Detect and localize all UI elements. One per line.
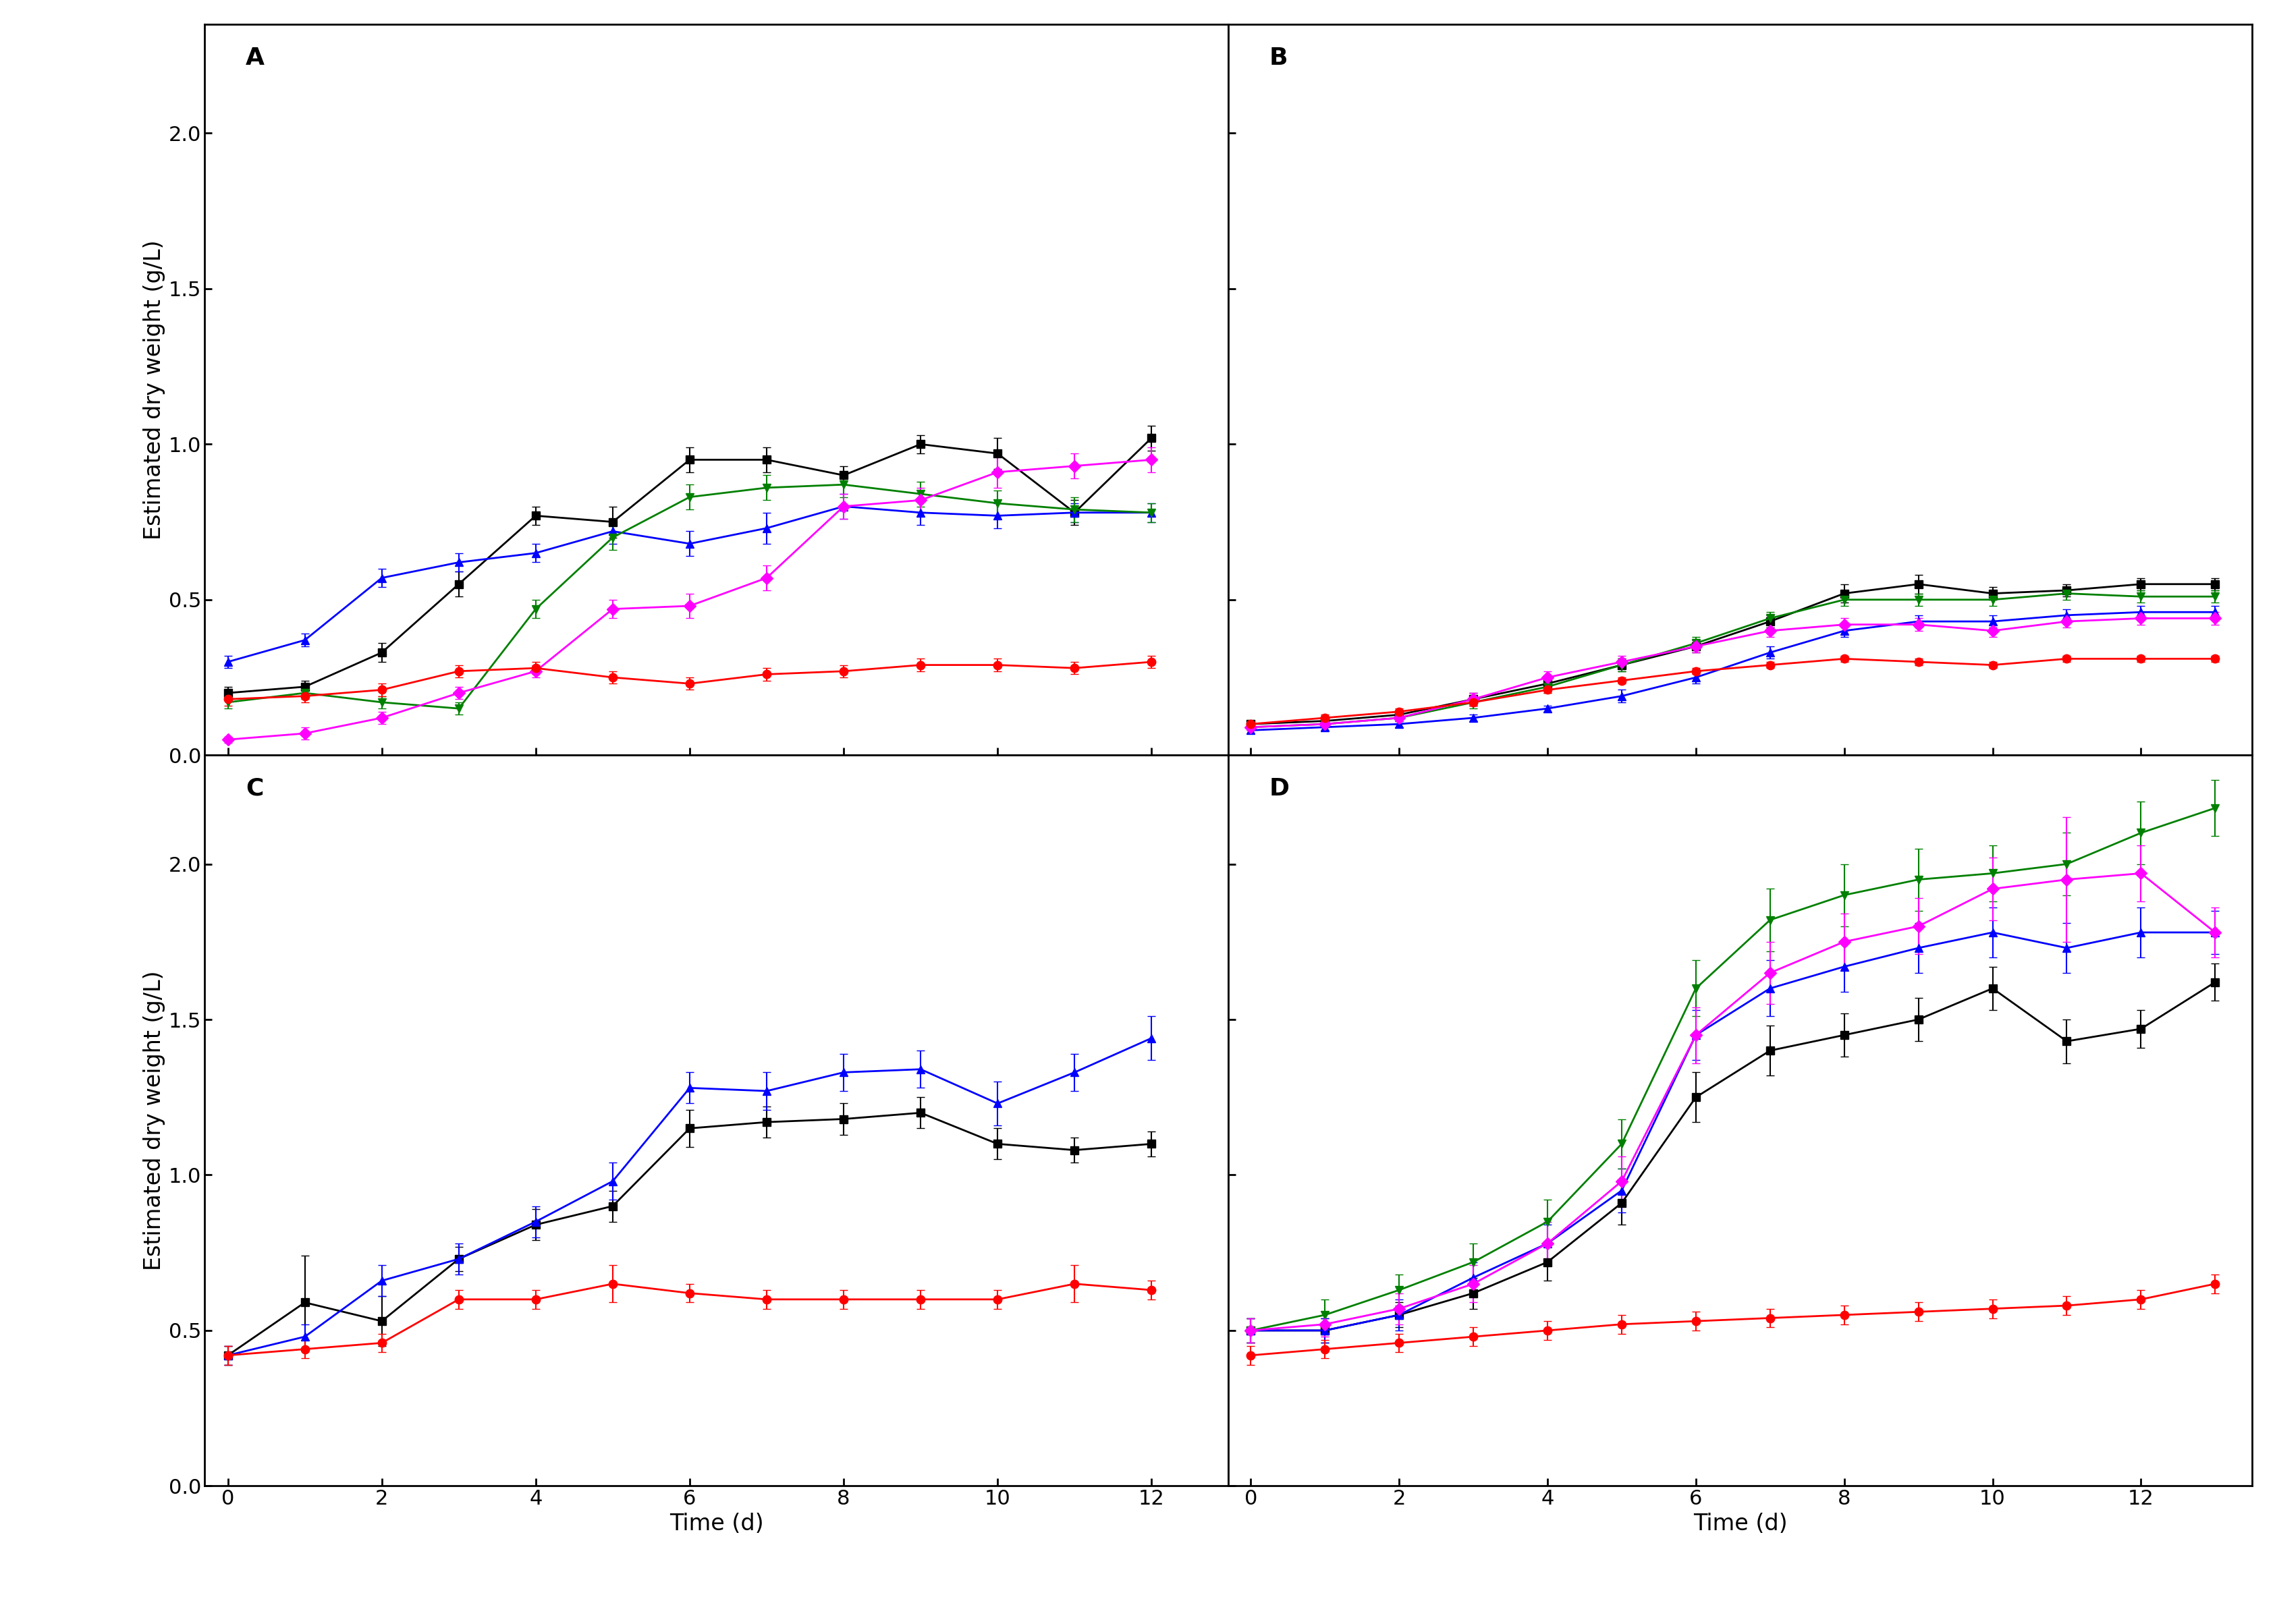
X-axis label: Time (d): Time (d) — [1693, 1512, 1788, 1535]
X-axis label: Time (d): Time (d) — [669, 1512, 764, 1535]
Y-axis label: Estimated dry weight (g/L): Estimated dry weight (g/L) — [143, 240, 166, 539]
Text: C: C — [246, 776, 264, 801]
Text: A: A — [246, 47, 264, 70]
Text: B: B — [1269, 47, 1288, 70]
Y-axis label: Estimated dry weight (g/L): Estimated dry weight (g/L) — [143, 971, 166, 1270]
Text: D: D — [1269, 776, 1290, 801]
